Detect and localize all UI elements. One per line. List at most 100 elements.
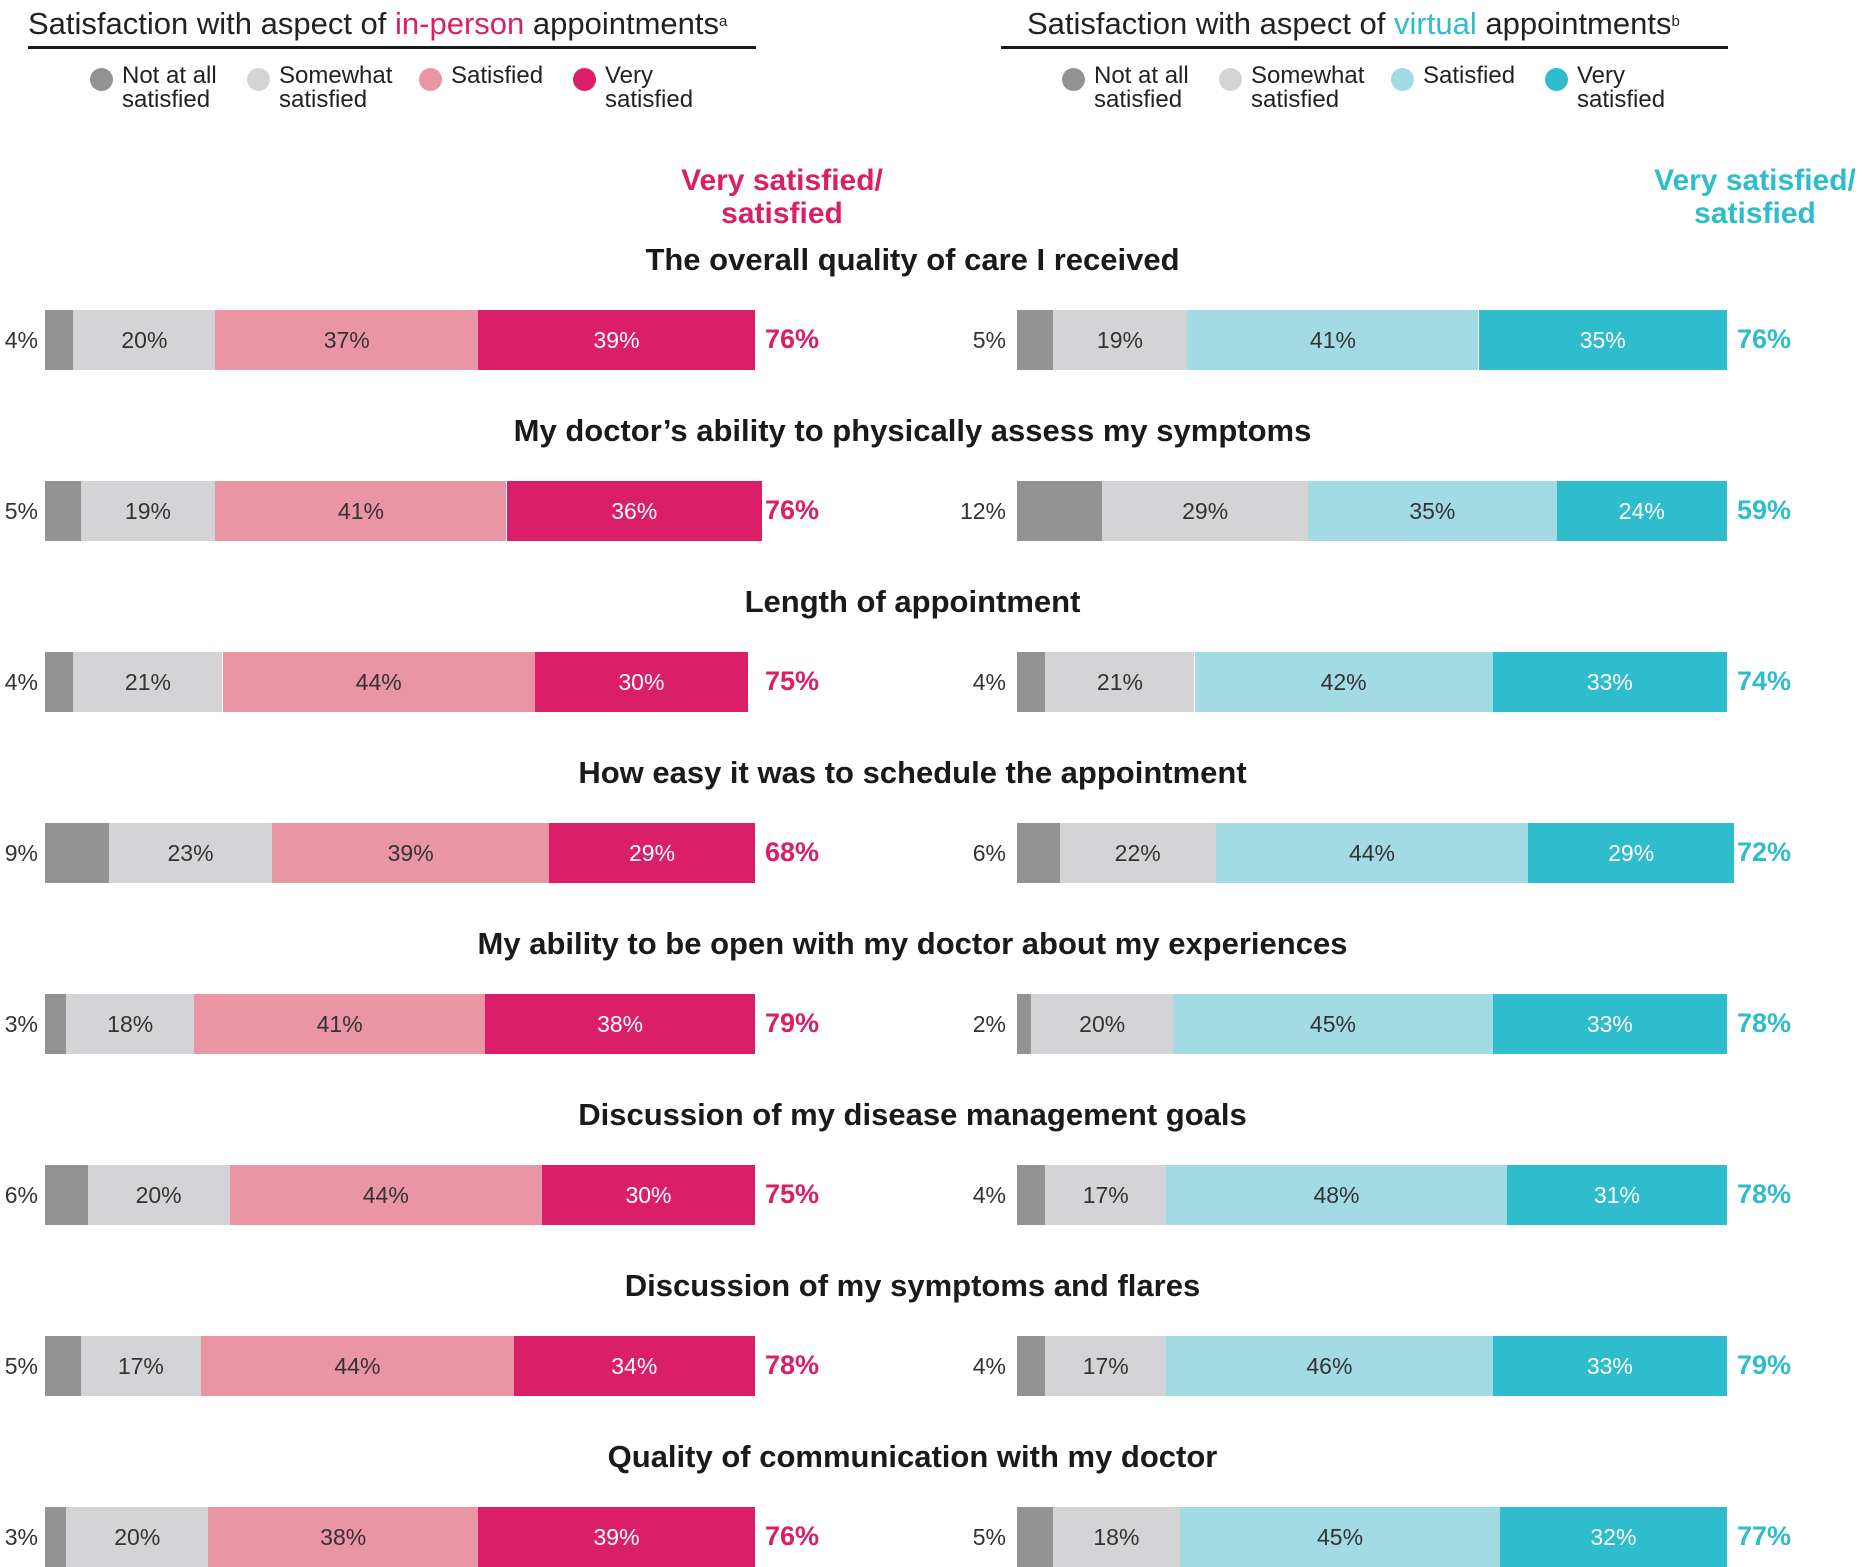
virtual-segment xyxy=(1499,1507,1727,1567)
in-person-segment xyxy=(45,1336,81,1396)
segment-value-label: 4% xyxy=(972,1182,1006,1208)
segment-value-label: 5% xyxy=(972,327,1006,353)
in-person-title-rule xyxy=(28,46,756,49)
legend-swatch xyxy=(573,68,596,91)
virtual-segment xyxy=(1017,481,1103,541)
in-person-segment xyxy=(215,481,507,541)
virtual-segment xyxy=(1215,823,1529,883)
virtual-segment xyxy=(1506,1165,1727,1225)
in-person-title-prefix: Satisfaction with aspect of xyxy=(28,6,396,41)
segment-value-label: 17% xyxy=(1082,1182,1129,1208)
in-person-segment xyxy=(66,994,195,1054)
segment-value-label: 39% xyxy=(593,1524,640,1550)
virtual-segment xyxy=(1045,1165,1167,1225)
segment-value-label: 4% xyxy=(972,1353,1006,1379)
legend-item: Not at all satisfied xyxy=(90,64,257,112)
segment-value-label: 36% xyxy=(611,498,658,524)
very-satisfied-total: 77% xyxy=(1737,1521,1792,1551)
aspect-label: How easy it was to schedule the appointm… xyxy=(578,755,1247,790)
in-person-summary-heading: Very satisfied/ satisfied xyxy=(681,164,883,230)
segment-value-label: 41% xyxy=(316,1011,363,1037)
legend-label: Satisfied xyxy=(451,62,544,89)
virtual-segment xyxy=(1556,481,1727,541)
segment-value-label: 33% xyxy=(1586,669,1633,695)
legend-swatch xyxy=(247,68,270,91)
virtual-title-rule xyxy=(1001,46,1728,49)
in-person-segment xyxy=(506,481,763,541)
in-person-segment xyxy=(485,994,755,1054)
very-satisfied-total: 68% xyxy=(765,837,820,867)
very-satisfied-total: 59% xyxy=(1737,495,1792,525)
segment-value-label: 34% xyxy=(611,1353,658,1379)
segment-value-label: 21% xyxy=(124,669,171,695)
in-person-segment xyxy=(45,1165,88,1225)
virtual-segment xyxy=(1017,823,1060,883)
virtual-segment xyxy=(1173,994,1493,1054)
segment-value-label: 20% xyxy=(135,1182,182,1208)
segment-value-label: 17% xyxy=(1082,1353,1129,1379)
in-person-segment xyxy=(73,652,223,712)
segment-value-label: 19% xyxy=(1096,327,1143,353)
legend-item: Satisfied xyxy=(1391,64,1558,91)
virtual-segment xyxy=(1166,1165,1507,1225)
virtual-segment xyxy=(1052,310,1188,370)
in-person-segment xyxy=(108,823,273,883)
segment-value-label: 4% xyxy=(4,669,38,695)
virtual-segment xyxy=(1017,994,1032,1054)
very-satisfied-total: 78% xyxy=(765,1350,820,1380)
segment-value-label: 44% xyxy=(334,1353,381,1379)
in-person-segment xyxy=(45,310,74,370)
in-person-segment xyxy=(45,652,74,712)
segment-value-label: 30% xyxy=(618,669,665,695)
virtual-panel-title: Satisfaction with aspect of virtual appo… xyxy=(1027,6,1680,42)
very-satisfied-total: 72% xyxy=(1737,837,1792,867)
in-person-segment xyxy=(80,481,216,541)
segment-value-label: 4% xyxy=(4,327,38,353)
aspect-label: My ability to be open with my doctor abo… xyxy=(477,926,1348,961)
in-person-title-highlight: in-person xyxy=(395,6,525,41)
segment-value-label: 9% xyxy=(4,840,38,866)
very-satisfied-total: 76% xyxy=(765,324,820,354)
virtual-segment xyxy=(1166,1336,1493,1396)
segment-value-label: 48% xyxy=(1313,1182,1360,1208)
segment-value-label: 32% xyxy=(1590,1524,1637,1550)
virtual-segment xyxy=(1180,1507,1500,1567)
in-person-segment xyxy=(229,1165,542,1225)
virtual-title-prefix: Satisfaction with aspect of xyxy=(1027,6,1395,41)
segment-value-label: 2% xyxy=(972,1011,1006,1037)
legend-label: Not at all satisfied xyxy=(1094,62,1189,113)
segment-value-label: 29% xyxy=(1182,498,1229,524)
virtual-segment xyxy=(1478,310,1727,370)
virtual-segment xyxy=(1492,994,1727,1054)
virtual-segment xyxy=(1017,1165,1046,1225)
virtual-segment xyxy=(1194,652,1493,712)
in-person-segment xyxy=(222,652,535,712)
virtual-segment xyxy=(1187,310,1479,370)
segment-value-label: 18% xyxy=(1093,1524,1140,1550)
aspect-label: Discussion of my disease management goal… xyxy=(578,1097,1247,1132)
virtual-segment xyxy=(1017,310,1053,370)
in-person-segment xyxy=(208,1507,479,1567)
in-person-title-suffix: appointments xyxy=(524,6,720,41)
very-satisfied-total: 79% xyxy=(765,1008,820,1038)
in-person-segment xyxy=(272,823,550,883)
segment-value-label: 5% xyxy=(4,498,38,524)
segment-value-label: 35% xyxy=(1579,327,1626,353)
segment-value-label: 20% xyxy=(121,327,168,353)
legend-item: Somewhat satisfied xyxy=(247,64,414,112)
legend-label: Very satisfied xyxy=(1577,62,1666,113)
virtual-segment xyxy=(1017,652,1046,712)
very-satisfied-total: 78% xyxy=(1737,1179,1792,1209)
in-person-segment xyxy=(45,823,109,883)
aspect-label: Discussion of my symptoms and flares xyxy=(624,1268,1201,1303)
virtual-segment xyxy=(1059,823,1216,883)
segment-value-label: 45% xyxy=(1317,1524,1364,1550)
virtual-segment xyxy=(1045,652,1195,712)
segment-value-label: 33% xyxy=(1586,1011,1633,1037)
virtual-title-footnote: b xyxy=(1671,13,1680,30)
very-satisfied-total: 75% xyxy=(765,666,820,696)
virtual-segment xyxy=(1031,994,1174,1054)
segment-value-label: 41% xyxy=(337,498,384,524)
segment-value-label: 19% xyxy=(124,498,171,524)
legend-item: Satisfied xyxy=(419,64,586,91)
